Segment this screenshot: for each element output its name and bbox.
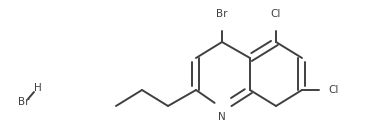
Text: Cl: Cl [271, 9, 281, 19]
Text: H: H [34, 83, 42, 93]
Text: Cl: Cl [328, 85, 339, 95]
Text: Br: Br [18, 97, 29, 107]
Text: Br: Br [216, 9, 228, 19]
Text: N: N [218, 112, 226, 122]
